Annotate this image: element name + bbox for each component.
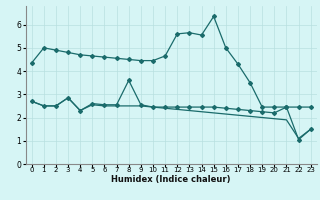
X-axis label: Humidex (Indice chaleur): Humidex (Indice chaleur) [111, 175, 231, 184]
